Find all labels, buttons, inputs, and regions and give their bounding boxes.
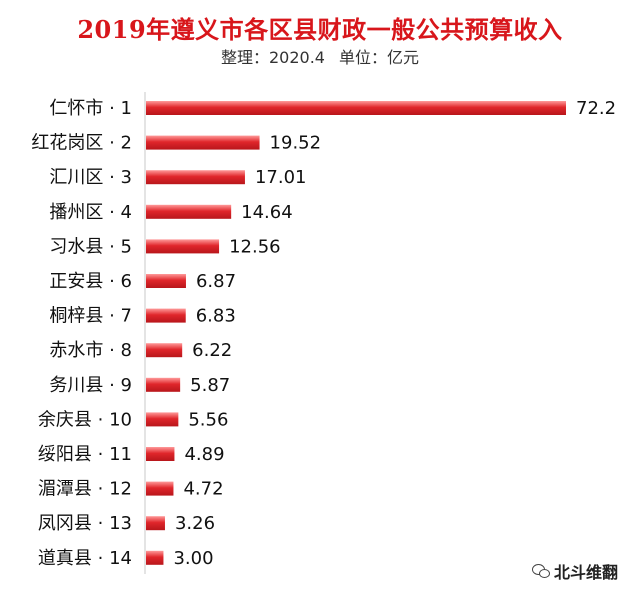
category-label: 正安县 · 6: [49, 271, 132, 292]
category-label: 湄潭县 · 12: [38, 479, 132, 500]
value-label: 6.83: [196, 306, 236, 327]
category-label: 桐梓县 · 7: [49, 306, 132, 327]
category-label: 余庆县 · 10: [38, 409, 132, 430]
subtitle-source: 整理：2020.4: [220, 48, 325, 67]
category-label: 习水县 · 5: [49, 236, 132, 257]
bar: [146, 274, 186, 288]
bar-chart: 仁怀市 · 1 72.2 红花岗区 · 2 19.52 汇川区 · 3 17.01 播州区 …: [31, 92, 616, 574]
bar: [146, 308, 186, 323]
wechat-icon: [532, 564, 550, 578]
value-label: 6.22: [192, 340, 232, 361]
category-label: 赤水市 · 8: [49, 340, 132, 361]
bar: [146, 239, 220, 254]
category-label: 道真县 · 14: [38, 548, 132, 569]
bar: [146, 377, 181, 392]
chart-title: 2019年遵义市各区县财政一般公共预算收入: [77, 15, 563, 44]
value-label: 19.52: [270, 133, 322, 154]
category-label: 仁怀市 · 1: [49, 98, 132, 119]
category-label: 绥阳县 · 11: [38, 444, 132, 465]
value-label: 4.72: [183, 479, 223, 500]
value-label: 4.89: [184, 444, 224, 465]
value-label: 6.87: [196, 271, 236, 292]
chart-subtitle: 整理：2020.4 单位：亿元: [0, 44, 640, 68]
value-label: 12.56: [229, 236, 281, 257]
category-label: 播州区 · 4: [49, 202, 132, 223]
value-label: 5.56: [188, 409, 228, 430]
bar: [146, 343, 183, 358]
bar: [146, 135, 260, 150]
watermark: 北斗维翻: [532, 559, 618, 583]
category-label: 凤冈县 · 13: [38, 513, 132, 534]
bar: [146, 481, 174, 496]
bar: [146, 204, 232, 219]
bar: [146, 412, 179, 427]
value-label: 3.26: [175, 513, 215, 534]
category-label: 务川县 · 9: [49, 375, 132, 396]
bar: [146, 516, 165, 531]
bar: [146, 170, 245, 185]
category-label: 红花岗区 · 2: [31, 133, 132, 154]
value-label: 3.00: [173, 548, 213, 569]
subtitle-unit: 单位：亿元: [338, 48, 419, 67]
value-label: 17.01: [255, 167, 307, 188]
category-label: 汇川区 · 3: [49, 167, 132, 188]
bar: [146, 101, 566, 115]
bar: [146, 447, 175, 461]
bar: [146, 550, 164, 565]
value-label: 5.87: [190, 375, 230, 396]
value-label: 14.64: [241, 202, 293, 223]
watermark-text: 北斗维翻: [554, 563, 619, 582]
value-label: 72.2: [576, 98, 616, 119]
